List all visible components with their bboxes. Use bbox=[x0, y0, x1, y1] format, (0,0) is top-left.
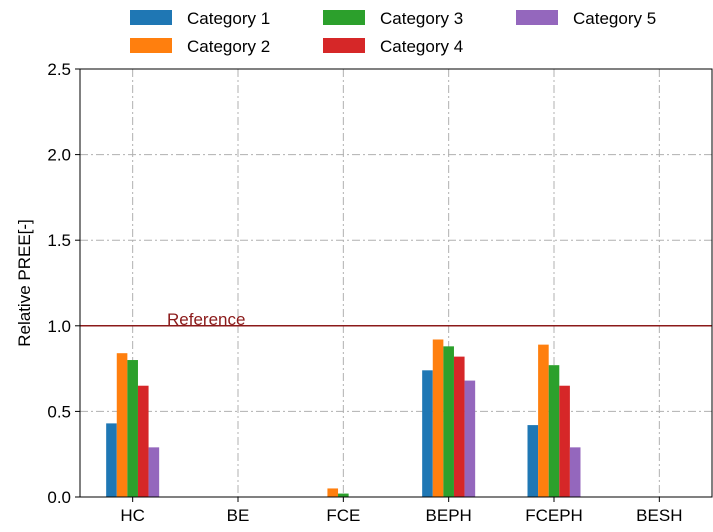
legend-swatch bbox=[323, 10, 365, 25]
bar bbox=[116, 353, 128, 497]
grid-lines bbox=[80, 69, 712, 497]
x-ticks: HC BE FCE BEPH FCEPH BESH bbox=[120, 497, 682, 525]
bar bbox=[127, 360, 138, 497]
x-tick-label: BESH bbox=[636, 506, 682, 525]
bar bbox=[443, 346, 454, 497]
x-tick-label: BE bbox=[227, 506, 250, 525]
bar bbox=[464, 380, 476, 497]
legend-label: Category 2 bbox=[187, 37, 270, 56]
legend-swatch bbox=[516, 10, 558, 25]
bar bbox=[453, 356, 465, 497]
bar bbox=[538, 344, 549, 497]
y-tick-label: 2.0 bbox=[47, 146, 71, 165]
bar bbox=[548, 365, 560, 497]
y-tick-label: 0.0 bbox=[47, 488, 71, 507]
bar bbox=[137, 385, 149, 497]
y-tick-label: 0.5 bbox=[47, 402, 71, 421]
y-ticks: 0.0 0.5 1.0 1.5 2.0 2.5 bbox=[47, 60, 80, 507]
y-axis-label: Relative PREE[-] bbox=[15, 219, 34, 347]
bar bbox=[527, 425, 539, 497]
y-tick-label: 2.5 bbox=[47, 60, 71, 79]
legend-label: Category 5 bbox=[573, 9, 656, 28]
legend-swatch bbox=[130, 10, 172, 25]
legend-label: Category 4 bbox=[380, 37, 463, 56]
bar bbox=[422, 370, 433, 497]
y-tick-label: 1.0 bbox=[47, 317, 71, 336]
bar bbox=[559, 385, 570, 497]
x-tick-label: HC bbox=[120, 506, 145, 525]
y-tick-label: 1.5 bbox=[47, 231, 71, 250]
legend: Category 1 Category 2 Category 3 Category 4… bbox=[130, 9, 656, 56]
legend-swatch bbox=[323, 38, 365, 53]
legend-swatch bbox=[130, 38, 172, 53]
legend-label: Category 1 bbox=[187, 9, 270, 28]
plot-frame bbox=[79, 68, 713, 498]
reference-label: Reference bbox=[167, 310, 245, 329]
x-tick-label: BEPH bbox=[426, 506, 472, 525]
bar bbox=[327, 488, 339, 497]
x-tick-label: FCE bbox=[326, 506, 360, 525]
reference-line-group: Reference bbox=[80, 310, 712, 329]
bar bbox=[106, 423, 117, 497]
x-tick-label: FCEPH bbox=[525, 506, 583, 525]
bar bbox=[569, 447, 581, 497]
legend-label: Category 3 bbox=[380, 9, 463, 28]
bars bbox=[106, 339, 581, 497]
bar bbox=[432, 339, 444, 497]
bar bbox=[338, 493, 349, 497]
bar bbox=[148, 447, 160, 497]
